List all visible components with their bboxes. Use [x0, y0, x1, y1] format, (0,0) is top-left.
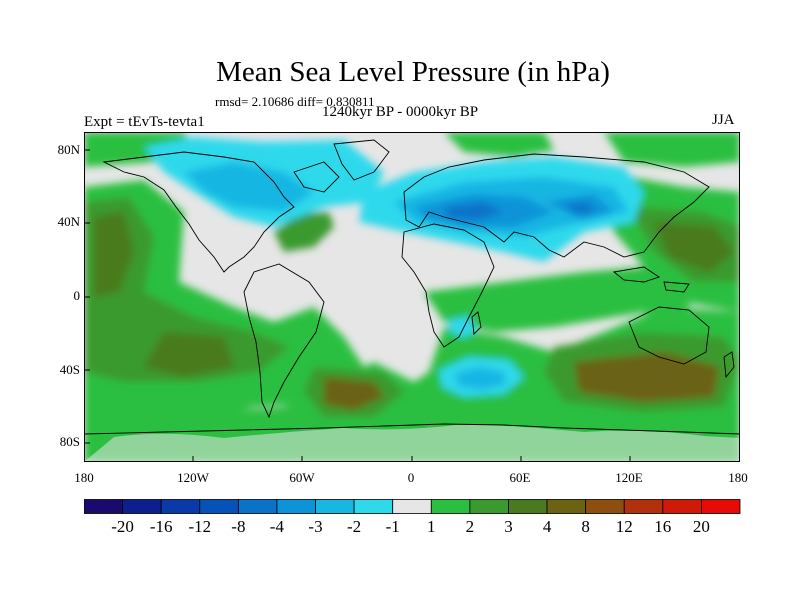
coastline-antarctica	[84, 423, 740, 435]
colorbar-swatch	[84, 499, 123, 514]
lat-label-80s: 80S	[59, 434, 80, 449]
lat-label-40n: 40N	[57, 214, 80, 229]
colorbar-swatch	[122, 499, 162, 514]
lon-label-0: 0	[407, 470, 415, 485]
stats-label: rmsd= 2.10686 diff= 0.830811	[215, 94, 375, 109]
lon-label-180e: 180	[728, 470, 748, 485]
lon-label-60w: 60W	[289, 470, 315, 485]
period-label: 1240kyr BP - 0000kyr BP	[322, 104, 479, 120]
colorbar-label: 20	[692, 517, 710, 536]
colorbar-label: 4	[542, 517, 552, 536]
field-pos-pacific-inner	[84, 197, 289, 382]
colorbar-label: 1	[427, 517, 436, 536]
colorbar-label: -4	[269, 517, 284, 536]
field-pos-pacific-core	[94, 212, 234, 377]
colorbar-label: 3	[504, 517, 513, 536]
colorbar-label: 16	[654, 517, 672, 536]
colorbar-swatch	[430, 499, 471, 514]
field-pos-indian	[424, 267, 694, 332]
experiment-label: Expt = tEvTs-tevta1	[84, 114, 205, 130]
colorbar-label: 8	[581, 517, 590, 536]
coastline-africa	[401, 223, 495, 348]
colorbar-label: -3	[308, 517, 323, 536]
lon-label-120w: 120W	[177, 470, 209, 485]
coastline-greenland	[333, 139, 390, 181]
antarctic-neutral	[84, 424, 740, 462]
lat-label-80n: 80N	[57, 142, 80, 157]
colorbar-label: 12	[615, 517, 633, 536]
map-frame	[84, 132, 740, 462]
lon-label-180w: 180	[74, 470, 94, 485]
colorbar-swatch	[276, 499, 316, 514]
colorbar	[84, 499, 741, 514]
colorbar-swatch	[508, 499, 548, 514]
lon-label-60e: 60E	[509, 470, 531, 485]
field-pos-arctic	[84, 132, 740, 167]
coastlines	[84, 139, 740, 435]
field-pos-south-core	[324, 352, 719, 410]
colorbar-label: -2	[347, 517, 362, 536]
colorbar-swatch	[469, 499, 509, 514]
colorbar-swatch	[199, 499, 239, 514]
field-neg-eurasia-core	[444, 202, 594, 220]
colorbar-swatch	[623, 499, 664, 514]
map-title: Mean Sea Level Pressure (in hPa)	[216, 56, 610, 88]
colorbar-swatch	[315, 499, 355, 514]
lat-label-eq: 0	[73, 288, 81, 303]
coastline-seasia	[612, 266, 690, 293]
coastline-australia	[628, 306, 710, 365]
colorbar-swatch	[237, 499, 278, 514]
field-neg-satlantic-inner	[454, 367, 506, 390]
coastline-north-america	[102, 151, 340, 273]
colorbar-swatch	[353, 499, 394, 514]
lat-label-40s: 40S	[59, 362, 80, 377]
colorbar-label: -12	[188, 517, 212, 536]
field-neg-namerica-inner	[184, 162, 314, 212]
colorbar-label: -1	[385, 517, 400, 536]
colorbar-swatch	[160, 499, 201, 514]
coastline-eurasia	[403, 153, 710, 258]
lon-label-120e: 120E	[615, 470, 643, 485]
season-label: JJA	[712, 112, 735, 128]
colorbar-label: -20	[111, 517, 134, 536]
field-pos-atlantic	[274, 212, 334, 252]
colorbar-label: -8	[231, 517, 246, 536]
colorbar-swatch	[585, 499, 625, 514]
colorbar-swatch	[701, 499, 741, 514]
colorbar-swatch	[662, 499, 702, 514]
pressure-map	[84, 132, 740, 462]
colorbar-swatch	[392, 499, 432, 514]
field-pos-south	[84, 307, 740, 437]
coastline-madagascar	[471, 311, 482, 335]
coastline-newzealand	[723, 351, 735, 379]
field-neg-madagascar	[449, 316, 476, 338]
colorbar-label: -16	[149, 517, 173, 536]
coastline-south-america	[243, 263, 325, 419]
field-pos-wpacific-core	[654, 222, 734, 272]
colorbar-label: 2	[465, 517, 475, 536]
colorbar-swatch	[546, 499, 587, 514]
